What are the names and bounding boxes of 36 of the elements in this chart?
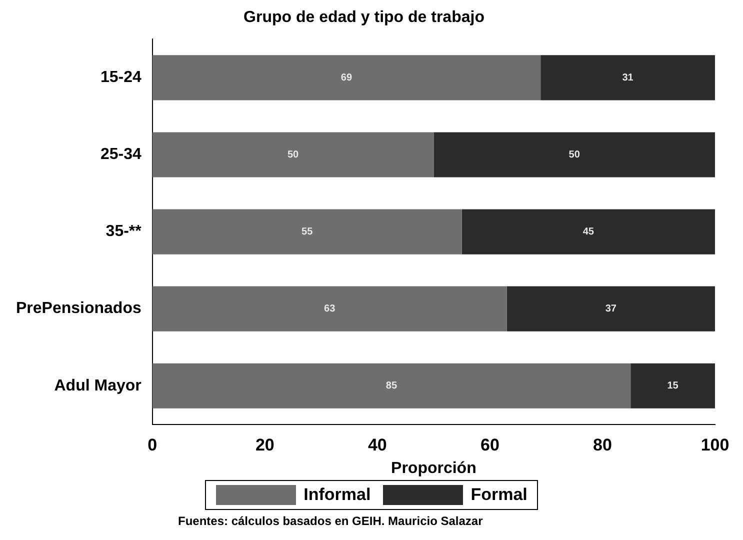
y-tick-label: PrePensionados bbox=[16, 300, 142, 318]
y-tick-label: 25-34 bbox=[100, 146, 142, 164]
data-label: 50 bbox=[568, 150, 580, 161]
data-label: 15 bbox=[667, 380, 679, 392]
bar bbox=[506, 286, 715, 332]
bar bbox=[152, 132, 434, 178]
data-label: 85 bbox=[386, 380, 398, 392]
y-tick-label: 35-** bbox=[106, 223, 142, 240]
bar bbox=[462, 209, 715, 254]
data-label: 31 bbox=[622, 72, 634, 84]
y-tick-label: Adul Mayor bbox=[54, 377, 142, 394]
bar bbox=[630, 363, 715, 408]
bar bbox=[434, 132, 715, 178]
x-tick-label: 0 bbox=[148, 435, 158, 454]
data-label: 45 bbox=[582, 226, 594, 238]
data-label: 63 bbox=[324, 304, 336, 315]
source-note: Fuentes: cálculos basados en GEIH. Mauricio Salazar bbox=[178, 514, 484, 528]
data-label: 50 bbox=[287, 150, 300, 161]
x-tick-label: 80 bbox=[593, 435, 612, 454]
x-tick-label: 60 bbox=[480, 435, 500, 454]
bar bbox=[152, 55, 541, 100]
bar bbox=[152, 286, 507, 332]
bar bbox=[152, 209, 462, 254]
bar bbox=[540, 55, 715, 100]
bar bbox=[152, 363, 631, 408]
data-label: 55 bbox=[302, 226, 314, 238]
x-tick-label: 40 bbox=[368, 435, 387, 454]
data-label: 69 bbox=[340, 72, 352, 84]
chart-title: Grupo de edad y tipo de trabajo bbox=[244, 9, 485, 26]
legend-label: Informal bbox=[304, 485, 371, 505]
data-label: 37 bbox=[605, 304, 617, 315]
x-tick-label: 20 bbox=[255, 435, 274, 454]
x-axis-title: Proporción bbox=[391, 460, 476, 477]
x-tick-label: 100 bbox=[700, 435, 730, 454]
legend-label: Formal bbox=[470, 485, 528, 505]
y-tick-label: 15-24 bbox=[100, 69, 142, 86]
